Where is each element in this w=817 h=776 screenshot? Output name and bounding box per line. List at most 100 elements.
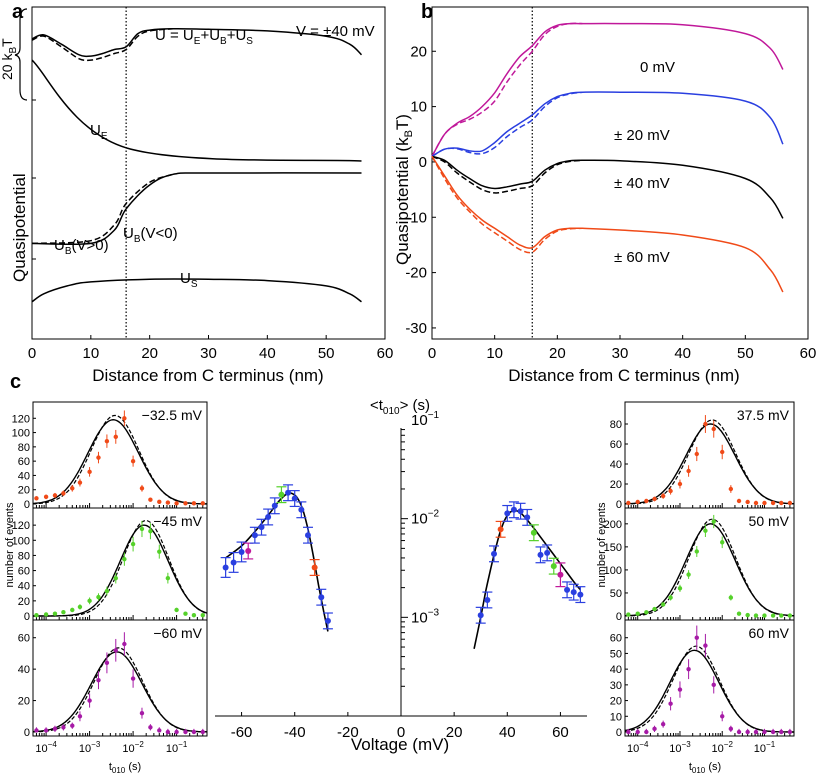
hist-point [183,611,188,616]
hist-point [34,496,39,501]
b-series-line [431,22,583,157]
hist-point [77,480,83,485]
hist-point [703,528,708,533]
center-axes: -60 -40 -20 0 20 40 60 10−3 10−2 10−1 [215,410,587,741]
center-point [530,529,537,536]
hist-point [130,676,136,681]
hist-point [703,421,708,427]
center-point [265,513,272,520]
hist-point [787,729,793,735]
center-point [291,495,298,502]
curve-label-ub-pos: UB(V>0) [54,237,109,257]
hist-left-ylabel: number of events [4,502,16,587]
panel-b-ylabel: Quasipotential (kBT) [393,114,415,265]
hist-point [652,606,657,612]
hist-point [694,635,699,640]
hist-point [736,729,742,735]
hist-point [52,611,58,616]
hist-point [644,498,649,504]
hist-point [635,499,640,505]
hist-xtick-label: 10−2 [712,740,734,755]
hist-point [77,714,83,719]
b-ytick-label: -20 [405,265,427,282]
hist-xtick-label: 10−1 [166,740,188,755]
b-series-line [431,155,784,219]
hist-point [52,726,58,732]
hist-point [87,698,92,703]
hist-point [130,541,136,547]
center-xtick-label: -40 [284,724,306,741]
panel-c-center-chart: <t010> (s) -60 -40 -20 0 20 40 6010−310−210−1 … [215,397,587,754]
b-series-line [431,91,784,158]
hist-point [43,728,49,733]
hist-ytick-label: 0 [24,499,30,511]
panel-b-curves [431,7,784,339]
center-point [510,506,517,513]
panel-b-label: b [421,1,433,23]
b-annotation: ± 20 mV [614,127,670,144]
hist-ytick-label: 0 [24,727,30,739]
b-series-line [431,155,784,293]
curve-label-us: US [180,270,198,290]
hist-point [626,729,631,735]
hist-point [104,438,110,444]
a-xtick-label: 20 [141,345,158,362]
hist-point [644,610,649,615]
hist-point [694,451,699,457]
hist-ytick-label: 60 [610,633,622,645]
hist-label: −60 mV [153,625,202,641]
center-xlabel: Voltage (mV) [351,735,449,754]
curve-label-ub-neg: UB(V<0) [123,225,178,245]
hist-fit-dashed [32,519,208,617]
hist-point [200,613,205,618]
equation-label: U = UE+UB+US [155,27,253,47]
center-point [544,549,551,556]
hist-ytick-label: 60 [18,633,30,645]
b-annotation: 0 mV [640,59,675,76]
center-xtick-label: -20 [337,724,359,741]
hist-point [745,612,750,618]
hist-ytick-label: 80 [18,550,30,562]
hist-point [61,491,66,496]
hist-point [720,540,725,545]
center-point [311,564,318,571]
hist-neg-60: 0 20 40 60 10−4 10−3 10−2 10−1 −60 mV [18,619,208,755]
hist-fit-line [624,423,795,505]
center-point [537,551,544,558]
hist-point [165,729,171,735]
hist-pos-50: 0 50 100 150 200 50 mV [604,507,795,623]
hist-point [191,501,197,506]
hist-fit-line [624,649,794,733]
hist-point [677,586,683,591]
center-point [577,591,584,598]
hist-point [96,677,101,683]
center-point [504,510,511,517]
hist-point [711,682,716,688]
hist-point [652,496,657,502]
a-series-line [31,172,362,246]
hist-fit-dashed [32,414,207,505]
center-xtick-label: 40 [499,724,516,741]
hist-ytick-label: 20 [18,596,30,608]
hist-ytick-label: 0 [616,499,622,511]
hist-point [770,729,776,735]
hist-point [200,729,205,735]
center-point [570,589,577,596]
hist-point [635,729,640,735]
hist-point [762,729,767,735]
b-ytick-label: 10 [410,99,427,116]
hist-point [720,714,725,719]
hist-point [191,613,197,618]
hist-ytick-label: 40 [610,459,622,471]
hist-point [728,486,734,492]
hist-point [711,519,716,524]
hist-label: 60 mV [749,625,790,641]
hist-point [157,728,162,733]
hist-point [677,481,683,487]
hist-point [686,468,691,474]
hist-point [70,723,75,728]
panel-a-label: a [12,1,24,23]
center-point [557,571,564,578]
hist-point [644,729,649,735]
hist-label: −45 mV [153,513,202,529]
